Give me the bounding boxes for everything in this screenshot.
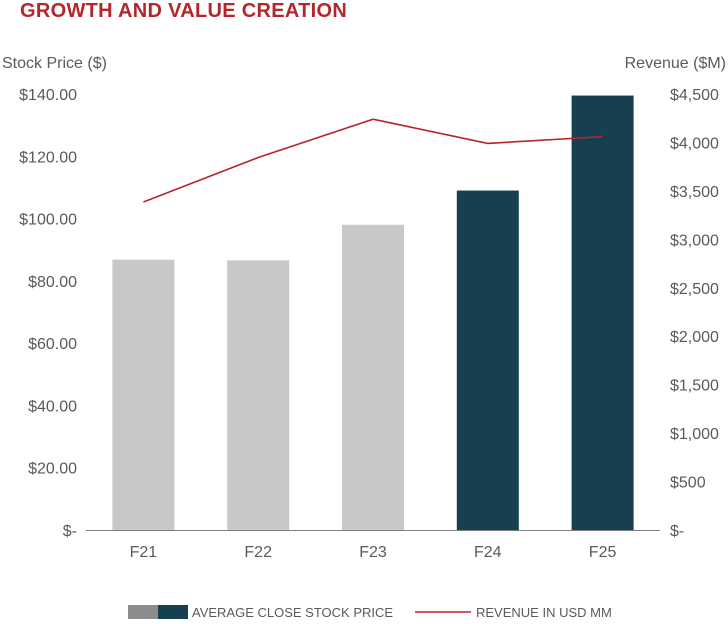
right-axis-title: Revenue ($M) (625, 55, 726, 72)
x-tick-label: F25 (589, 544, 617, 561)
x-tick-label: F21 (130, 544, 158, 561)
x-tick-label: F22 (244, 544, 272, 561)
right-tick-label: $4,000 (670, 135, 719, 152)
legend-label-bar: AVERAGE CLOSE STOCK PRICE (192, 605, 393, 620)
revenue-line (143, 118, 603, 203)
left-tick-label: $80.00 (28, 274, 77, 291)
left-tick-label: $100.00 (19, 212, 77, 229)
right-tick-label: $1,000 (670, 426, 719, 443)
left-tick-label: $60.00 (28, 336, 77, 353)
legend-swatch-bar-grey (128, 605, 158, 619)
left-tick-label: $- (63, 523, 77, 540)
bar-f22 (227, 260, 290, 530)
right-tick-label: $- (670, 523, 684, 540)
legend-label-line: REVENUE IN USD MM (476, 605, 612, 620)
right-tick-label: $1,500 (670, 378, 719, 395)
bar-f21 (112, 259, 175, 530)
right-tick-label: $4,500 (670, 87, 719, 104)
bar-f25 (571, 95, 634, 531)
left-tick-label: $140.00 (19, 87, 77, 104)
left-tick-label: $120.00 (19, 149, 77, 166)
left-axis-title: Stock Price ($) (2, 55, 107, 72)
left-tick-label: $20.00 (28, 461, 77, 478)
right-tick-label: $3,500 (670, 184, 719, 201)
left-tick-label: $40.00 (28, 398, 77, 415)
x-tick-label: F23 (359, 544, 387, 561)
bar-f24 (456, 190, 519, 531)
right-tick-label: $500 (670, 475, 706, 492)
bar-f23 (342, 224, 404, 531)
right-tick-label: $3,000 (670, 232, 719, 249)
right-tick-label: $2,000 (670, 329, 719, 346)
right-tick-label: $2,500 (670, 281, 719, 298)
legend-swatch-bar-navy (158, 605, 188, 619)
chart-title: GROWTH AND VALUE CREATION (20, 0, 348, 22)
x-tick-label: F24 (474, 544, 502, 561)
